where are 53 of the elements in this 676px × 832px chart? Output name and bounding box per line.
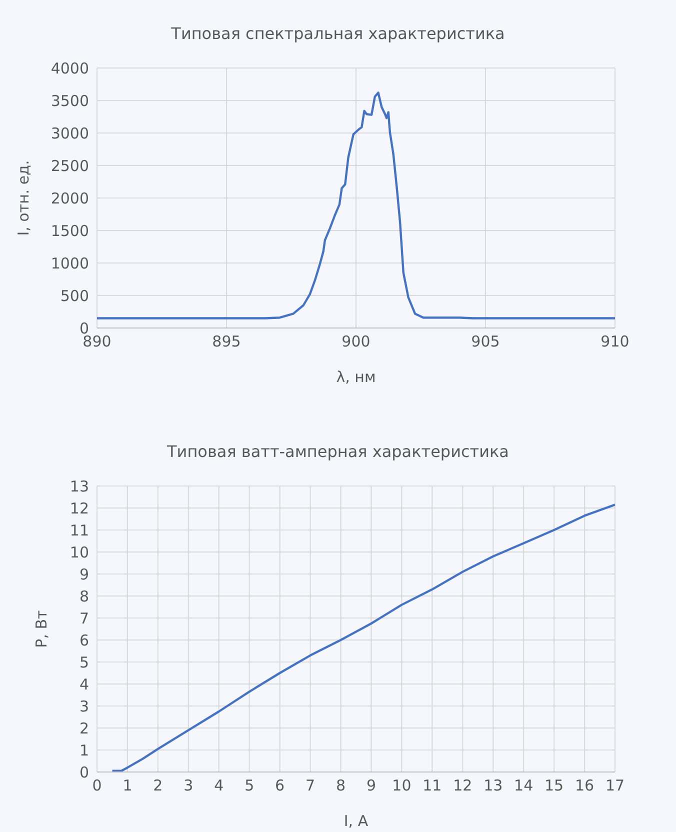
y-tick-label: 3500 <box>50 92 89 110</box>
x-tick-label: 15 <box>544 776 564 795</box>
y-tick-label: 10 <box>70 543 89 562</box>
x-tick-label: 900 <box>342 332 370 351</box>
y-tick-label: 4000 <box>50 59 89 78</box>
y-tick-label: 6 <box>79 631 89 650</box>
y-tick-label: 11 <box>70 521 89 540</box>
y-tick-label: 1500 <box>50 222 89 240</box>
y-tick-label: 12 <box>70 499 89 518</box>
y-tick-label: 1000 <box>50 254 89 272</box>
x-tick-label: 890 <box>82 332 112 351</box>
y-tick-label: 9 <box>79 565 89 584</box>
x-tick-label: 8 <box>336 776 346 795</box>
x-tick-label: 4 <box>214 776 224 795</box>
x-tick-label: 7 <box>306 776 316 795</box>
x-tick-label: 1 <box>122 776 132 795</box>
x-tick-label: 9 <box>366 776 376 795</box>
y-tick-label: 0 <box>79 763 89 782</box>
x-tick-label: 905 <box>471 332 500 351</box>
x-tick-label: 10 <box>392 776 412 795</box>
x-tick-label: 14 <box>514 776 534 795</box>
y-tick-label: 2000 <box>50 189 89 208</box>
line-series <box>111 504 615 772</box>
x-tick-label: 17 <box>605 776 625 795</box>
x-tick-label: 13 <box>484 776 503 795</box>
line-series <box>97 92 615 320</box>
y-tick-label: 4 <box>79 675 89 694</box>
y-tick-label: 2500 <box>50 156 89 175</box>
y-tick-label: 3000 <box>50 124 89 142</box>
y-tick-label: 13 <box>70 477 89 496</box>
y-tick-label: 500 <box>60 286 89 305</box>
y-axis-title: P, Вт <box>32 610 50 648</box>
y-tick-label: 7 <box>79 609 89 628</box>
x-axis-title: λ, нм <box>336 368 376 386</box>
y-axis-title: I, отн. ед. <box>14 160 32 236</box>
x-tick-label: 0 <box>92 776 102 795</box>
x-tick-label: 6 <box>275 776 285 795</box>
chart-title: Типовая спектральная характеристика <box>170 23 506 45</box>
x-tick-label: 3 <box>184 776 194 795</box>
x-tick-label: 910 <box>600 332 630 351</box>
y-tick-label: 8 <box>79 587 89 606</box>
x-tick-label: 11 <box>422 776 442 795</box>
x-tick-label: 12 <box>453 776 472 795</box>
x-tick-label: 5 <box>244 776 254 795</box>
y-tick-label: 3 <box>79 697 89 716</box>
x-axis-title: I, A <box>344 812 369 830</box>
x-tick-label: 16 <box>574 776 594 795</box>
y-tick-label: 2 <box>79 719 89 738</box>
y-tick-label: 5 <box>79 653 89 672</box>
chart-title: Типовая ватт-амперная характеристика <box>166 441 510 463</box>
x-tick-label: 2 <box>153 776 163 795</box>
x-tick-label: 895 <box>212 332 241 351</box>
y-tick-label: 1 <box>79 741 89 760</box>
